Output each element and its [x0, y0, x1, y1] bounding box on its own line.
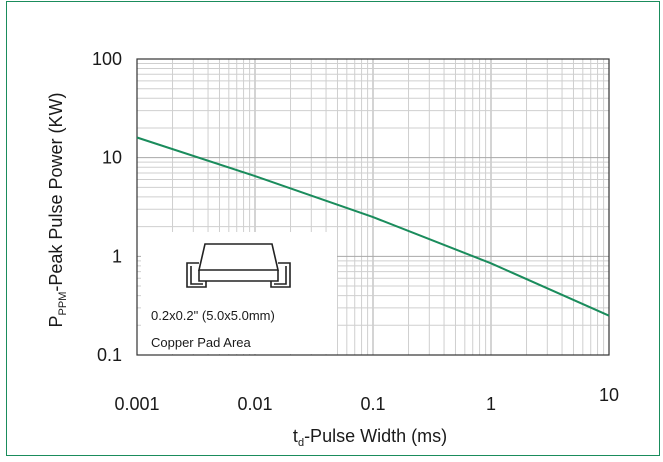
y-axis-label: PPPM-Peak Pulse Power (KW) [46, 93, 69, 328]
x-tick-label: 0.001 [114, 394, 159, 414]
y-tick-label: 0.1 [97, 345, 122, 365]
package-outline-icon [186, 243, 291, 288]
inset-pad-size: 0.2x0.2" (5.0x5.0mm) [151, 308, 275, 323]
inset-pad-label: Copper Pad Area [151, 335, 252, 350]
x-tick-labels: 0.001 0.01 0.1 1 10 [114, 385, 619, 414]
chart-frame [6, 1, 660, 456]
plot-area [136, 58, 610, 356]
x-tick-label: 0.01 [237, 394, 272, 414]
x-axis-label: td-Pulse Width (ms) [293, 426, 447, 449]
inset-background [141, 232, 337, 354]
y-tick-label: 100 [92, 49, 122, 69]
x-tick-label: 1 [486, 394, 496, 414]
y-tick-labels: 100 10 1 0.1 [92, 49, 122, 365]
x-tick-label: 0.1 [360, 394, 385, 414]
y-tick-label: 10 [102, 148, 122, 168]
series-layer [136, 136, 610, 317]
x-tick-label: 10 [599, 385, 619, 405]
y-tick-label: 1 [112, 246, 122, 266]
series-line [136, 136, 610, 317]
copper-pad-inset: 0.2x0.2" (5.0x5.0mm) Copper Pad Area [141, 232, 337, 354]
